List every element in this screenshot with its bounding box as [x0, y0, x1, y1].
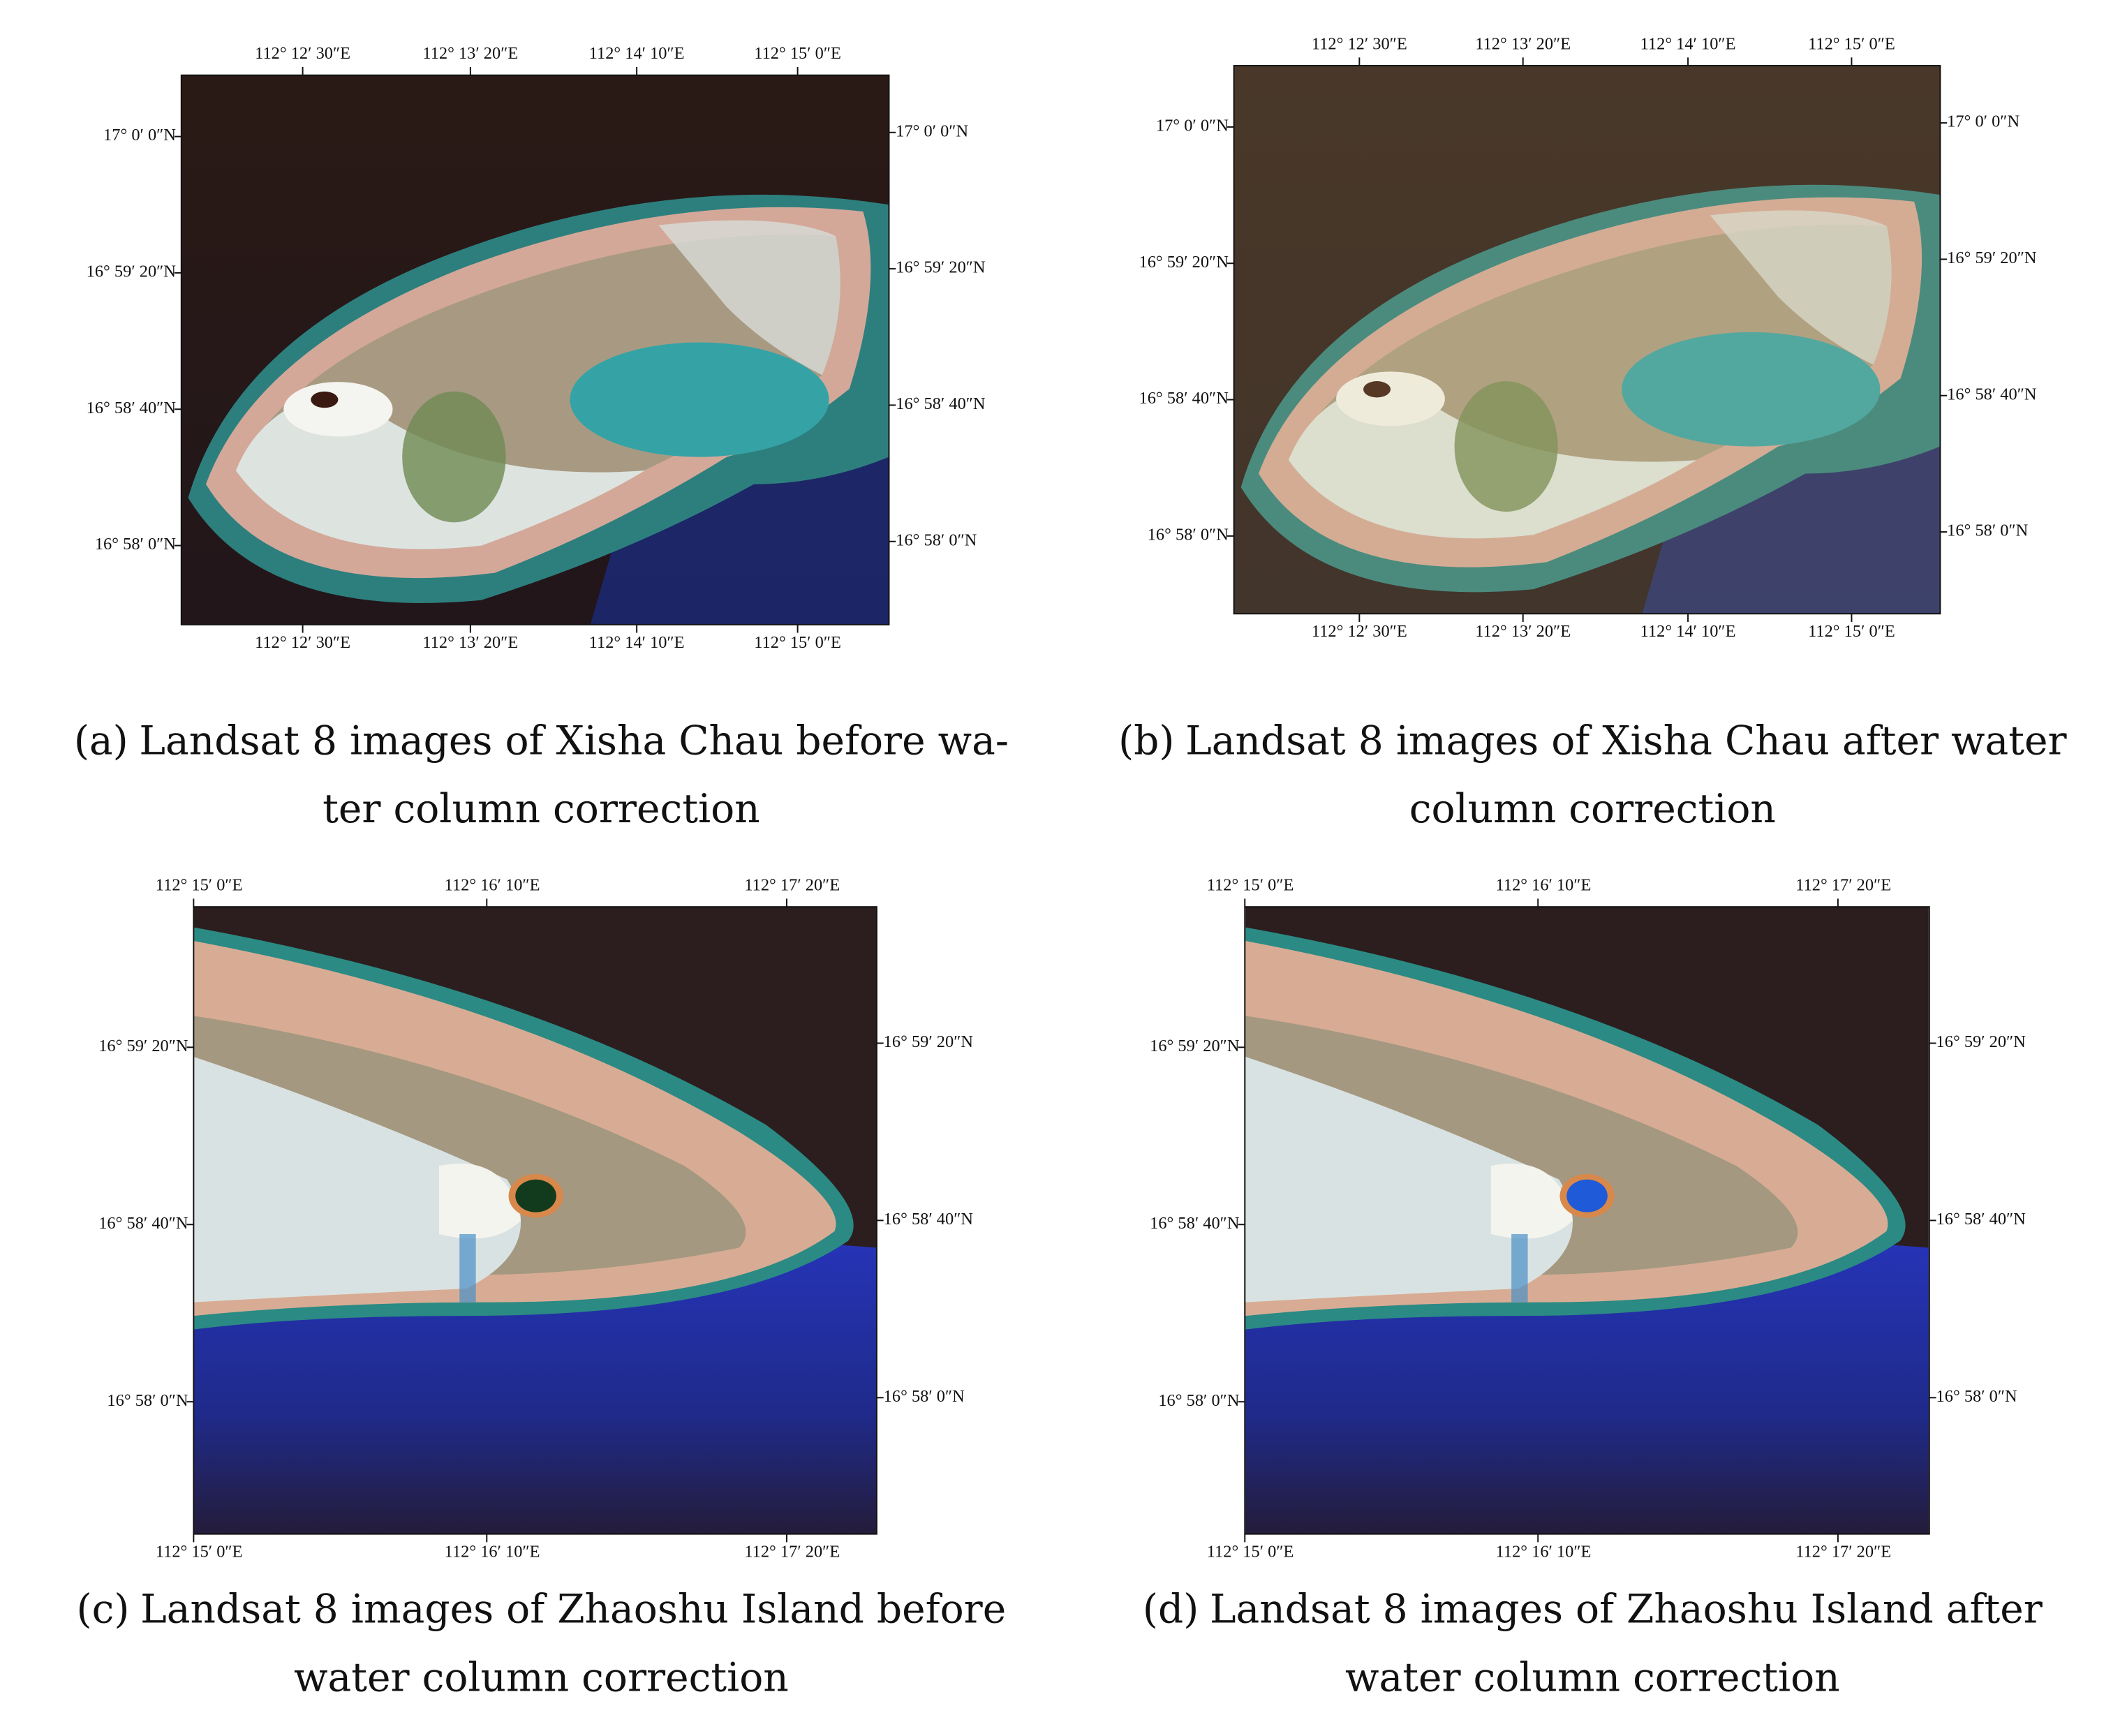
caption-label: (a): [74, 718, 128, 764]
right-tick-label: 17° 0′ 0″N: [896, 121, 968, 140]
caption-line: column correction: [1409, 786, 1776, 832]
top-tick-label: 112° 15′ 0″E: [156, 875, 243, 894]
bottom-tick-label: 112° 13′ 20″E: [1475, 622, 1571, 641]
caption: (d) Landsat 8 images of Zhaoshu Island af…: [1143, 1587, 2043, 1633]
left-tick-label: 16° 58′ 40″N: [98, 1214, 188, 1233]
bottom-tick-label: 112° 13′ 20″E: [422, 633, 518, 652]
caption-label: (c): [77, 1587, 130, 1633]
caption: (a) Landsat 8 images of Xisha Chau before…: [74, 718, 1009, 764]
right-tick-label: 16° 58′ 0″N: [1947, 521, 2028, 540]
bottom-tick-label: 112° 15′ 0″E: [754, 633, 841, 652]
top-tick-label: 112° 14′ 10″E: [589, 44, 685, 63]
right-tick-label: 16° 58′ 40″N: [1936, 1210, 2026, 1229]
left-tick-label: 16° 58′ 0″N: [95, 535, 176, 554]
caption-line: Landsat 8 images of Zhaoshu Island befor…: [140, 1587, 1006, 1633]
top-tick-label: 112° 12′ 30″E: [1312, 34, 1407, 53]
image-c: [193, 906, 877, 1535]
bottom-tick-label: 112° 14′ 10″E: [589, 633, 685, 652]
left-tick-label: 16° 58′ 40″N: [1139, 389, 1229, 408]
top-tick-label: 112° 15′ 0″E: [754, 44, 841, 63]
caption: water column correction: [1345, 1654, 1840, 1700]
bottom-tick-label: 112° 12′ 30″E: [1312, 622, 1407, 641]
caption-label: (b): [1118, 718, 1174, 764]
right-tick-label: 16° 59′ 20″N: [1936, 1032, 2026, 1051]
caption-label: (d): [1143, 1587, 1199, 1633]
left-tick-label: 16° 58′ 40″N: [87, 399, 177, 417]
left-tick-label: 17° 0′ 0″N: [1156, 117, 1229, 135]
left-tick-label: 17° 0′ 0″N: [103, 126, 176, 144]
left-tick-label: 16° 59′ 20″N: [98, 1037, 188, 1055]
bottom-tick-label: 112° 17′ 20″E: [1795, 1543, 1891, 1561]
caption: (b) Landsat 8 images of Xisha Chau after …: [1118, 718, 2067, 764]
caption-line: Landsat 8 images of Xisha Chau before wa…: [139, 718, 1009, 764]
left-tick-label: 16° 58′ 0″N: [1148, 526, 1229, 544]
bottom-tick-label: 112° 15′ 0″E: [1207, 1543, 1294, 1561]
image-d: [1244, 906, 1930, 1535]
bottom-tick-label: 112° 16′ 10″E: [1496, 1543, 1592, 1561]
left-tick-label: 16° 59′ 20″N: [1150, 1037, 1240, 1055]
left-tick-label: 16° 59′ 20″N: [87, 262, 177, 281]
right-tick-label: 16° 59′ 20″N: [884, 1032, 974, 1051]
left-tick-label: 16° 58′ 0″N: [1158, 1391, 1239, 1410]
right-tick-label: 16° 58′ 0″N: [884, 1387, 965, 1406]
image-b: [1233, 65, 1941, 615]
right-tick-label: 16° 58′ 40″N: [896, 394, 986, 413]
caption: water column correction: [294, 1654, 789, 1700]
top-tick-label: 112° 16′ 10″E: [1496, 875, 1592, 894]
top-tick-label: 112° 13′ 20″E: [1475, 34, 1571, 53]
bottom-tick-label: 112° 15′ 0″E: [156, 1543, 243, 1561]
top-tick-label: 112° 15′ 0″E: [1207, 875, 1294, 894]
right-tick-label: 16° 58′ 0″N: [896, 531, 977, 549]
bottom-tick-label: 112° 16′ 10″E: [445, 1543, 540, 1561]
right-tick-label: 16° 59′ 20″N: [896, 258, 986, 277]
bottom-tick-label: 112° 14′ 10″E: [1640, 622, 1736, 641]
top-tick-label: 112° 14′ 10″E: [1640, 34, 1736, 53]
caption-line: water column correction: [1345, 1654, 1840, 1700]
caption-line: Landsat 8 images of Zhaoshu Island after: [1210, 1587, 2043, 1633]
right-tick-label: 16° 58′ 40″N: [1947, 385, 2037, 403]
right-tick-label: 16° 58′ 40″N: [884, 1210, 974, 1229]
right-tick-label: 16° 59′ 20″N: [1947, 248, 2037, 267]
caption-line: water column correction: [294, 1654, 789, 1700]
right-tick-label: 17° 0′ 0″N: [1947, 112, 2019, 131]
top-tick-label: 112° 17′ 20″E: [1795, 875, 1891, 894]
left-tick-label: 16° 59′ 20″N: [1139, 253, 1229, 272]
caption: column correction: [1409, 786, 1776, 832]
image-a: [180, 74, 890, 625]
left-tick-label: 16° 58′ 0″N: [107, 1391, 188, 1410]
left-tick-label: 16° 58′ 40″N: [1150, 1214, 1240, 1233]
top-tick-label: 112° 16′ 10″E: [445, 875, 540, 894]
caption: ter column correction: [323, 786, 759, 832]
caption-line: Landsat 8 images of Xisha Chau after wat…: [1185, 718, 2067, 764]
bottom-tick-label: 112° 17′ 20″E: [744, 1543, 840, 1561]
top-tick-label: 112° 12′ 30″E: [255, 44, 350, 63]
top-tick-label: 112° 15′ 0″E: [1808, 34, 1895, 53]
caption-line: ter column correction: [323, 786, 759, 832]
caption: (c) Landsat 8 images of Zhaoshu Island be…: [77, 1587, 1007, 1633]
top-tick-label: 112° 13′ 20″E: [422, 44, 518, 63]
top-tick-label: 112° 17′ 20″E: [744, 875, 840, 894]
right-tick-label: 16° 58′ 0″N: [1936, 1387, 2017, 1406]
bottom-tick-label: 112° 15′ 0″E: [1808, 622, 1895, 641]
bottom-tick-label: 112° 12′ 30″E: [255, 633, 350, 652]
